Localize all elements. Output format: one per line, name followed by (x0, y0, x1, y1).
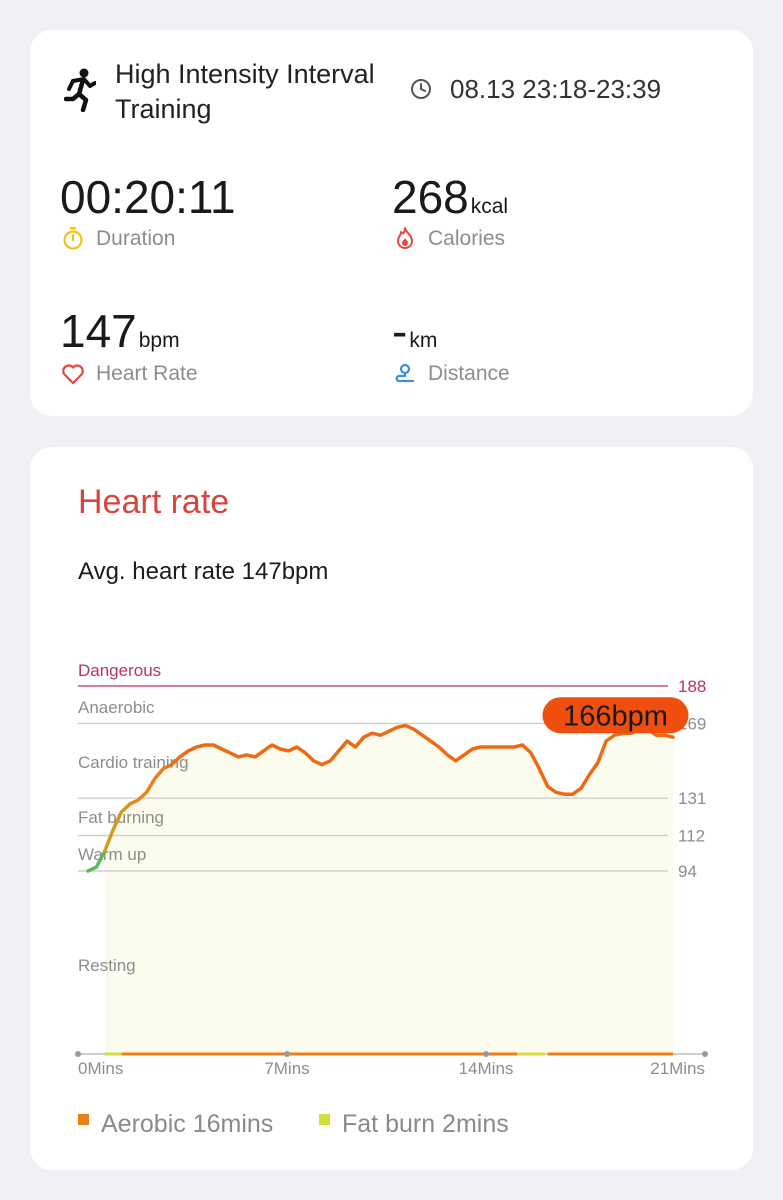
zone-threshold-warm-up: 112 (678, 827, 705, 846)
heart-icon (62, 364, 84, 385)
heart-rate-title: Heart rate (78, 483, 230, 521)
duration-metric: 00:20:11 (60, 172, 236, 222)
heart-rate-label: Heart Rate (96, 362, 198, 385)
zone-label-dangerous: Dangerous (78, 661, 161, 680)
workout-name: High Intensity Interval Training (115, 59, 375, 124)
heart-rate-metric: 147bpm (60, 306, 180, 356)
zone-label-cardio-training: Cardio training (78, 753, 189, 772)
calories-metric: 268kcal (392, 172, 508, 222)
calories-label: Calories (428, 227, 506, 250)
average-heart-rate: Avg. heart rate 147bpm (78, 558, 329, 585)
x-tick-label-21: 21Mins (650, 1059, 705, 1078)
flame-icon (397, 227, 413, 249)
x-tick-dot-0 (75, 1051, 81, 1057)
zone-label-resting: Resting (78, 956, 136, 975)
zone-label-fat-burning: Fat burning (78, 808, 164, 827)
duration-value: 00:20:11 (60, 171, 236, 223)
x-tick-label-0: 0Mins (78, 1059, 123, 1078)
x-tick-dot-7 (284, 1051, 290, 1057)
legend-fat-burn-label: Fat burn 2mins (342, 1110, 509, 1138)
heart-rate-value: 147 (60, 305, 137, 357)
calories-value: 268 (392, 171, 469, 223)
peak-bubble (542, 697, 689, 734)
distance-label: Distance (428, 362, 510, 385)
workout-time-range: 08.13 23:18-23:39 (450, 74, 662, 104)
distance-metric: -km (392, 306, 437, 356)
x-tick-label-7: 7Mins (264, 1059, 309, 1078)
legend-aerobic-label: Aerobic 16mins (101, 1110, 274, 1138)
workout-summary-card: High Intensity Interval Training 08.13 2… (30, 30, 753, 416)
x-tick-label-14: 14Mins (459, 1059, 514, 1078)
legend-aerobic-swatch (78, 1114, 89, 1125)
heart-rate-area-fill (104, 725, 673, 1054)
heart-rate-card: Heart rate Avg. heart rate 147bpm 188 Dan… (30, 447, 753, 1170)
heart-rate-line (102, 723, 675, 854)
x-tick-dot-14 (483, 1051, 489, 1057)
zone-threshold-fat-burning: 131 (678, 789, 706, 808)
duration-label: Duration (96, 227, 176, 250)
heart-rate-unit: bpm (138, 329, 180, 352)
zone-label-warm-up: Warm up (78, 845, 146, 864)
zone-threshold-resting: 94 (678, 862, 697, 881)
legend-fat-burn-swatch (319, 1114, 330, 1125)
running-person-icon (64, 68, 96, 112)
calories-unit: kcal (470, 195, 509, 218)
zone-label-anaerobic: Anaerobic (78, 698, 155, 717)
x-tick-dot-21 (702, 1051, 708, 1057)
heart-rate-line-warmup (86, 849, 107, 873)
distance-unit: km (409, 329, 438, 352)
stopwatch-icon (63, 227, 83, 250)
clock-icon (411, 79, 431, 99)
zone-threshold-dangerous: 188 (678, 677, 706, 696)
distance-pin-icon (395, 363, 415, 383)
distance-value: - (392, 305, 408, 357)
peak-label: 166bpm (563, 700, 668, 732)
